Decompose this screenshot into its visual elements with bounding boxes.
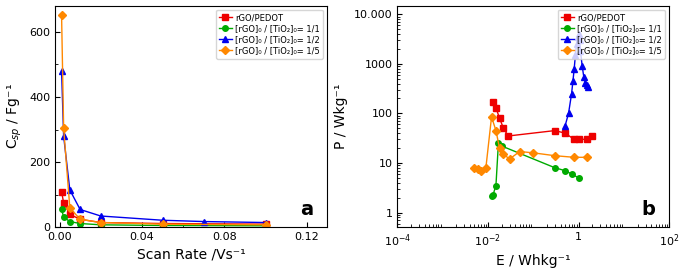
rGO/PEDOT [575,138,583,141]
rGO/PEDOT [489,100,497,104]
[rGO]₀ / [TiO₂]₀= 1/2 [567,92,575,95]
[rGO]₀ / [TiO₂]₀= 1/2 [97,214,105,218]
[rGO]₀ / [TiO₂]₀= 1/5 [158,222,166,226]
[rGO]₀ / [TiO₂]₀= 1/5 [66,206,74,210]
Y-axis label: P / Wkg⁻¹: P / Wkg⁻¹ [334,84,348,149]
[rGO]₀ / [TiO₂]₀= 1/2 [569,79,577,83]
[rGO]₀ / [TiO₂]₀= 1/5 [495,146,503,150]
[rGO]₀ / [TiO₂]₀= 1/1 [76,222,84,225]
[rGO]₀ / [TiO₂]₀= 1/5 [516,150,524,153]
[rGO]₀ / [TiO₂]₀= 1/1 [489,193,497,196]
[rGO]₀ / [TiO₂]₀= 1/1 [567,172,575,176]
[rGO]₀ / [TiO₂]₀= 1/1 [97,223,105,227]
[rGO]₀ / [TiO₂]₀= 1/5 [492,129,500,132]
rGO/PEDOT [66,213,74,216]
[rGO]₀ / [TiO₂]₀= 1/1 [492,184,500,187]
rGO/PEDOT [504,134,512,138]
rGO/PEDOT [492,106,500,109]
rGO/PEDOT [499,127,508,130]
rGO/PEDOT [570,138,578,141]
Line: [rGO]₀ / [TiO₂]₀= 1/1: [rGO]₀ / [TiO₂]₀= 1/1 [59,207,269,229]
[rGO]₀ / [TiO₂]₀= 1/2 [578,64,586,68]
rGO/PEDOT [588,134,597,138]
rGO/PEDOT [158,222,166,225]
[rGO]₀ / [TiO₂]₀= 1/1 [488,194,496,197]
Line: rGO/PEDOT: rGO/PEDOT [490,99,595,142]
[rGO]₀ / [TiO₂]₀= 1/5 [551,154,559,157]
[rGO]₀ / [TiO₂]₀= 1/2 [262,221,270,224]
[rGO]₀ / [TiO₂]₀= 1/5 [488,115,496,119]
[rGO]₀ / [TiO₂]₀= 1/2 [561,125,569,128]
Line: [rGO]₀ / [TiO₂]₀= 1/5: [rGO]₀ / [TiO₂]₀= 1/5 [59,13,269,228]
[rGO]₀ / [TiO₂]₀= 1/5 [582,156,590,159]
[rGO]₀ / [TiO₂]₀= 1/1 [495,142,503,145]
Line: [rGO]₀ / [TiO₂]₀= 1/5: [rGO]₀ / [TiO₂]₀= 1/5 [471,114,589,173]
[rGO]₀ / [TiO₂]₀= 1/5 [470,166,478,169]
[rGO]₀ / [TiO₂]₀= 1/1 [60,215,68,219]
[rGO]₀ / [TiO₂]₀= 1/2 [60,135,68,138]
rGO/PEDOT [60,201,68,205]
[rGO]₀ / [TiO₂]₀= 1/5 [506,157,514,161]
[rGO]₀ / [TiO₂]₀= 1/2 [573,35,582,39]
Text: b: b [642,199,656,219]
[rGO]₀ / [TiO₂]₀= 1/5 [499,153,508,156]
[rGO]₀ / [TiO₂]₀= 1/1 [575,176,583,179]
[rGO]₀ / [TiO₂]₀= 1/5 [60,126,68,130]
[rGO]₀ / [TiO₂]₀= 1/2 [573,42,581,46]
rGO/PEDOT [495,116,503,120]
X-axis label: E / Whkg⁻¹: E / Whkg⁻¹ [496,255,571,269]
Line: rGO/PEDOT: rGO/PEDOT [59,189,269,227]
[rGO]₀ / [TiO₂]₀= 1/2 [571,53,580,57]
[rGO]₀ / [TiO₂]₀= 1/2 [76,208,84,211]
[rGO]₀ / [TiO₂]₀= 1/2 [581,81,589,84]
rGO/PEDOT [97,221,105,224]
Legend: rGO/PEDOT, [rGO]₀ / [TiO₂]₀= 1/1, [rGO]₀ / [TiO₂]₀= 1/2, [rGO]₀ / [TiO₂]₀= 1/5: rGO/PEDOT, [rGO]₀ / [TiO₂]₀= 1/1, [rGO]₀… [558,10,665,59]
[rGO]₀ / [TiO₂]₀= 1/5 [477,169,485,172]
[rGO]₀ / [TiO₂]₀= 1/5 [482,166,490,169]
Line: [rGO]₀ / [TiO₂]₀= 1/2: [rGO]₀ / [TiO₂]₀= 1/2 [59,68,269,225]
[rGO]₀ / [TiO₂]₀= 1/2 [584,85,592,89]
Line: [rGO]₀ / [TiO₂]₀= 1/2: [rGO]₀ / [TiO₂]₀= 1/2 [562,31,590,129]
[rGO]₀ / [TiO₂]₀= 1/1 [58,208,66,211]
rGO/PEDOT [582,138,590,141]
rGO/PEDOT [561,132,569,135]
Y-axis label: C$_{sp}$ / Fg⁻¹: C$_{sp}$ / Fg⁻¹ [5,84,24,150]
[rGO]₀ / [TiO₂]₀= 1/1 [66,220,74,223]
Text: a: a [301,199,314,219]
[rGO]₀ / [TiO₂]₀= 1/5 [570,156,578,159]
[rGO]₀ / [TiO₂]₀= 1/5 [530,151,538,155]
[rGO]₀ / [TiO₂]₀= 1/1 [262,224,270,227]
[rGO]₀ / [TiO₂]₀= 1/2 [58,69,66,72]
[rGO]₀ / [TiO₂]₀= 1/2 [575,32,583,36]
[rGO]₀ / [TiO₂]₀= 1/1 [497,144,506,148]
[rGO]₀ / [TiO₂]₀= 1/5 [58,14,66,17]
[rGO]₀ / [TiO₂]₀= 1/2 [158,219,166,222]
[rGO]₀ / [TiO₂]₀= 1/1 [158,224,166,227]
[rGO]₀ / [TiO₂]₀= 1/2 [564,112,573,115]
Line: [rGO]₀ / [TiO₂]₀= 1/1: [rGO]₀ / [TiO₂]₀= 1/1 [489,141,582,198]
rGO/PEDOT [551,129,559,132]
[rGO]₀ / [TiO₂]₀= 1/2 [199,220,208,223]
[rGO]₀ / [TiO₂]₀= 1/5 [474,167,482,171]
[rGO]₀ / [TiO₂]₀= 1/2 [570,67,578,70]
[rGO]₀ / [TiO₂]₀= 1/2 [580,75,588,78]
rGO/PEDOT [262,222,270,226]
[rGO]₀ / [TiO₂]₀= 1/2 [66,188,74,192]
rGO/PEDOT [58,190,66,193]
rGO/PEDOT [76,218,84,221]
[rGO]₀ / [TiO₂]₀= 1/5 [97,221,105,224]
[rGO]₀ / [TiO₂]₀= 1/2 [575,39,584,42]
[rGO]₀ / [TiO₂]₀= 1/1 [561,169,569,172]
Legend: rGO/PEDOT, [rGO]₀ / [TiO₂]₀= 1/1, [rGO]₀ / [TiO₂]₀= 1/2, [rGO]₀ / [TiO₂]₀= 1/5: rGO/PEDOT, [rGO]₀ / [TiO₂]₀= 1/1, [rGO]₀… [216,10,323,59]
[rGO]₀ / [TiO₂]₀= 1/2 [576,50,584,53]
[rGO]₀ / [TiO₂]₀= 1/2 [582,84,590,87]
X-axis label: Scan Rate /Vs⁻¹: Scan Rate /Vs⁻¹ [137,248,246,262]
[rGO]₀ / [TiO₂]₀= 1/5 [262,223,270,227]
[rGO]₀ / [TiO₂]₀= 1/5 [76,218,84,221]
[rGO]₀ / [TiO₂]₀= 1/1 [551,166,559,169]
